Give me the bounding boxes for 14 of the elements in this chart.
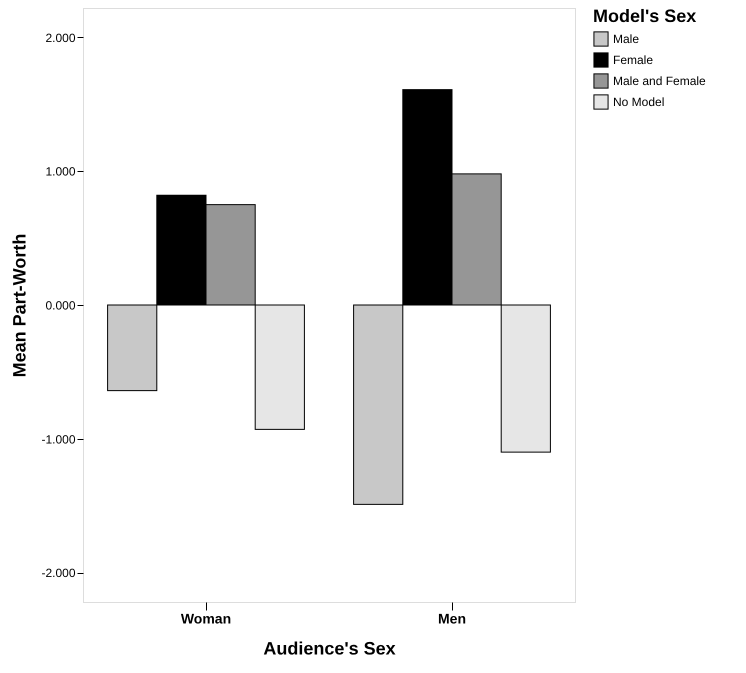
y-tick-label: 0.000 [45, 298, 76, 312]
y-tick-label: 2.000 [45, 30, 76, 45]
legend-title: Model's Sex [593, 6, 696, 26]
x-tick-label: Men [438, 610, 466, 626]
legend-label: Male [613, 32, 640, 46]
x-axis-title: Audience's Sex [263, 638, 396, 658]
x-tick-label: Woman [180, 610, 232, 626]
legend-label: Female [613, 53, 654, 67]
y-tick-label: -2.000 [41, 566, 76, 580]
legend-label: No Model [613, 95, 664, 109]
y-tick-label: 1.000 [45, 164, 76, 179]
y-axis-title: Mean Part-Worth [9, 234, 30, 378]
legend-label: Male and Female [613, 74, 706, 88]
y-tick-label: -1.000 [41, 432, 76, 446]
